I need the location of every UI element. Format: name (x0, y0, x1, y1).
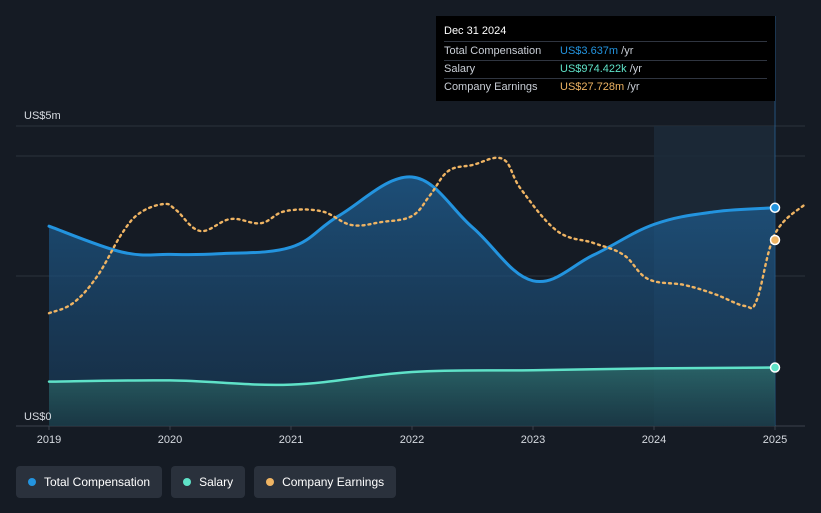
data-tooltip: Dec 31 2024 Total Compensation US$3.637m … (436, 16, 775, 101)
marker-earnings (769, 234, 781, 246)
tooltip-row-company-earnings: Company Earnings US$27.728m /yr (444, 79, 767, 96)
legend-dot-icon (28, 478, 36, 486)
tooltip-value: US$974.422k (560, 63, 627, 75)
tooltip-row-total-compensation: Total Compensation US$3.637m /yr (444, 43, 767, 61)
legend-label: Salary (199, 475, 234, 489)
x-axis-ticks: 2019 2020 2021 2022 2023 2024 2025 (37, 426, 787, 446)
x-tick-label: 2024 (642, 434, 666, 446)
legend-dot-icon (266, 478, 275, 486)
series-lines (47, 156, 807, 387)
legend-item-company-earnings[interactable]: Company Earnings (254, 466, 397, 498)
y-tick-label: US$0 (24, 411, 52, 423)
y-tick-label: US$5m (24, 110, 61, 122)
legend-item-total-compensation[interactable]: Total Compensation (16, 466, 163, 498)
legend-label: Total Compensation (44, 475, 151, 489)
tooltip-label: Salary (444, 63, 476, 75)
line-earnings (47, 156, 807, 315)
chart-legend: Total Compensation Salary Company Earnin… (16, 466, 397, 498)
x-tick-label: 2022 (400, 434, 424, 446)
tooltip-label: Company Earnings (444, 81, 538, 93)
x-tick-label: 2021 (279, 434, 303, 446)
tooltip-row-salary: Salary US$974.422k /yr (444, 61, 767, 79)
marker-salary (769, 362, 781, 373)
area-total (49, 176, 775, 426)
tooltip-unit: /yr (627, 81, 640, 93)
y-axis-ticks: US$0 US$5m (24, 110, 61, 423)
tooltip-value: US$3.637m (560, 45, 619, 57)
x-tick-label: 2023 (521, 434, 545, 446)
x-tick-label: 2019 (37, 434, 61, 446)
area-salary (49, 367, 775, 426)
tooltip-value: US$27.728m (560, 81, 625, 93)
marker-total (769, 202, 781, 214)
legend-label: Company Earnings (282, 475, 385, 489)
end-markers (769, 202, 781, 373)
line-total (47, 175, 777, 284)
x-tick-label: 2020 (158, 434, 182, 446)
tooltip-label: Total Compensation (444, 45, 542, 57)
series-areas (49, 176, 775, 426)
tooltip-date: Dec 31 2024 (444, 24, 767, 42)
x-tick-label: 2025 (763, 434, 787, 446)
legend-dot-icon (183, 478, 192, 486)
tooltip-unit: /yr (629, 63, 642, 75)
line-salary (47, 366, 777, 387)
legend-item-salary[interactable]: Salary (171, 466, 246, 498)
tooltip-unit: /yr (621, 45, 634, 57)
